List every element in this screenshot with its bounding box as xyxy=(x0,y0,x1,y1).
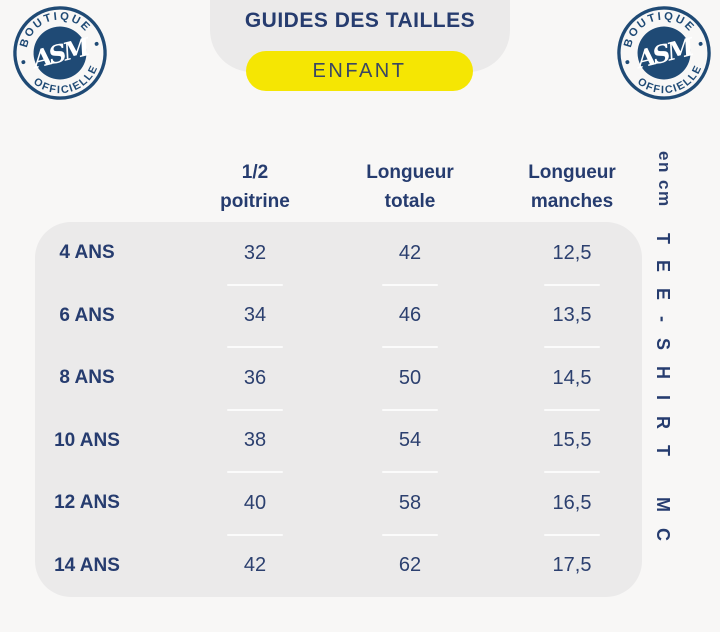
table-row: 8 ANS 36 50 14,5 xyxy=(35,347,642,411)
stamp-dot-left xyxy=(21,60,26,65)
cell-value: 50 xyxy=(398,366,422,389)
row-label: 10 ANS xyxy=(54,429,120,451)
row-divider xyxy=(544,408,600,411)
cell-value: 36 xyxy=(243,366,267,389)
size-table: 4 ANS 32 42 12,5 6 ANS 34 46 13,5 8 ANS … xyxy=(35,222,642,597)
row-divider xyxy=(382,283,438,286)
cell-value: 12,5 xyxy=(552,241,592,264)
cell-value: 58 xyxy=(398,491,422,514)
row-divider xyxy=(227,471,283,473)
column-header-line: poitrine xyxy=(220,191,290,212)
boutique-officielle-stamp-logo: BOUTIQUE OFFICIELLE ASM xyxy=(616,4,711,102)
stamp-dot-left xyxy=(625,60,630,65)
boutique-officielle-stamp-logo: BOUTIQUE OFFICIELLE ASM xyxy=(12,4,107,102)
cell-value: 17,5 xyxy=(552,554,592,577)
cell-value: 54 xyxy=(398,429,422,452)
row-divider xyxy=(544,346,600,348)
row-divider xyxy=(382,471,438,473)
row-divider xyxy=(227,533,283,536)
cell-value: 15,5 xyxy=(552,429,592,452)
cell-value: 13,5 xyxy=(552,304,592,327)
table-column-headers: 1/2 poitrine Longueur totale Longueur ma… xyxy=(35,158,642,216)
table-row: 12 ANS 40 58 16,5 xyxy=(35,472,642,536)
row-divider xyxy=(227,283,283,286)
cell-value: 46 xyxy=(398,304,422,327)
stamp-outer-ring xyxy=(617,6,711,100)
row-label: 8 ANS xyxy=(59,367,115,389)
row-divider xyxy=(227,408,283,411)
table-row: 6 ANS 34 46 13,5 xyxy=(35,285,642,348)
stamp-inner-disc xyxy=(33,26,87,80)
row-divider xyxy=(544,471,600,473)
page-title: GUIDES DES TAILLES xyxy=(244,9,476,32)
stamp-dot-right xyxy=(94,41,99,46)
table-row: 14 ANS 42 62 17,5 xyxy=(35,535,642,598)
column-header-line: manches xyxy=(530,191,614,212)
cell-value: 38 xyxy=(243,429,267,452)
stamp-dot-right xyxy=(698,41,703,46)
cell-value: 14,5 xyxy=(552,366,592,389)
cell-value: 40 xyxy=(243,491,267,514)
column-header-line: totale xyxy=(384,191,436,212)
column-header-line: 1/2 xyxy=(241,162,269,183)
cell-value: 42 xyxy=(398,241,422,264)
stamp-outer-ring xyxy=(13,6,107,100)
row-divider xyxy=(544,283,600,286)
table-row: 4 ANS 32 42 12,5 xyxy=(35,222,642,286)
column-header-sleeve-length: Longueur manches xyxy=(502,158,642,216)
stamp-inner-disc xyxy=(637,26,691,80)
column-header-line: Longueur xyxy=(366,162,454,183)
column-header-line: Longueur xyxy=(528,162,616,183)
row-label: 14 ANS xyxy=(54,554,120,576)
table-row: 10 ANS 38 54 15,5 xyxy=(35,410,642,473)
row-divider xyxy=(227,346,283,348)
cell-value: 16,5 xyxy=(552,491,592,514)
cell-value: 42 xyxy=(243,554,267,577)
cell-value: 34 xyxy=(243,304,267,327)
category-tab-enfant[interactable]: ENFANT xyxy=(246,51,473,91)
row-label: 4 ANS xyxy=(59,242,115,264)
cell-value: 32 xyxy=(243,241,267,264)
product-label: TEE-SHIRT MC xyxy=(653,233,673,557)
row-divider xyxy=(544,533,600,536)
column-header-total-length: Longueur totale xyxy=(318,158,502,216)
row-label: 6 ANS xyxy=(59,304,115,326)
column-header-half-chest: 1/2 poitrine xyxy=(192,158,318,216)
unit-note: en cm xyxy=(655,151,674,208)
row-divider xyxy=(382,533,438,536)
cell-value: 62 xyxy=(398,554,422,577)
row-divider xyxy=(382,408,438,411)
row-divider xyxy=(382,346,438,348)
row-label: 12 ANS xyxy=(54,492,120,514)
